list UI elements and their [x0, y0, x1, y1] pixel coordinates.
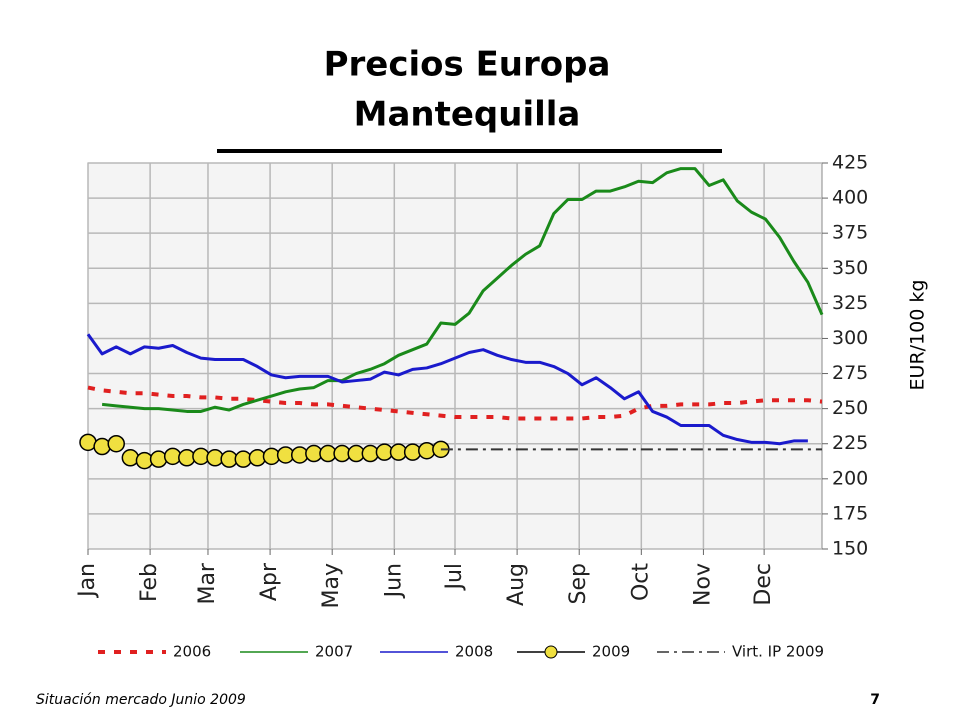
y-tick-label: 225 — [832, 432, 868, 454]
y-tick-label: 375 — [832, 222, 868, 244]
x-tick-label: Aug — [504, 563, 529, 606]
y-tick-label: 400 — [832, 187, 868, 209]
x-tick-label: Jun — [381, 563, 406, 599]
y-tick-label: 350 — [832, 257, 868, 279]
chart-title: Precios Europa — [324, 45, 611, 85]
legend-label: 2009 — [592, 643, 630, 661]
x-tick-label: Dec — [751, 563, 776, 606]
legend-swatch — [544, 645, 558, 659]
y-tick-label: 250 — [832, 397, 868, 419]
x-tick-label: May — [319, 563, 344, 608]
x-tick-label: Nov — [690, 563, 715, 606]
x-tick-label: Mar — [195, 562, 220, 604]
y-tick-label: 175 — [832, 502, 868, 524]
legend-label: Virt. IP 2009 — [732, 643, 824, 661]
y-tick-label: 325 — [832, 292, 868, 314]
y-tick-label: 150 — [832, 538, 868, 560]
x-tick-label: Sep — [566, 563, 591, 604]
series-line — [87, 385, 823, 421]
marker — [149, 450, 168, 468]
legend-label: 2007 — [315, 643, 353, 661]
page-number: 7 — [870, 692, 880, 708]
y-tick-label: 300 — [832, 327, 868, 349]
y-axis-label: EUR/100 kg — [907, 280, 929, 391]
marker — [107, 434, 125, 453]
y-tick-label: 275 — [832, 362, 868, 384]
series-line — [86, 333, 808, 446]
x-tick-label: Jan — [75, 563, 100, 599]
footer: Situación mercado Junio 2009 — [36, 692, 246, 708]
marker — [93, 437, 111, 456]
series-line — [101, 167, 824, 413]
y-tick-label: 425 — [832, 152, 868, 174]
x-tick-label: Jul — [442, 563, 467, 592]
marker — [121, 449, 140, 467]
y-tick-label: 200 — [832, 467, 868, 489]
legend-label: 2006 — [173, 643, 211, 661]
x-tick-label: Apr — [257, 562, 282, 601]
chart-subtitle: Mantequilla — [354, 95, 581, 135]
legend-label: 2008 — [455, 643, 493, 661]
x-tick-label: Feb — [137, 563, 162, 602]
x-tick-label: Oct — [628, 563, 653, 601]
